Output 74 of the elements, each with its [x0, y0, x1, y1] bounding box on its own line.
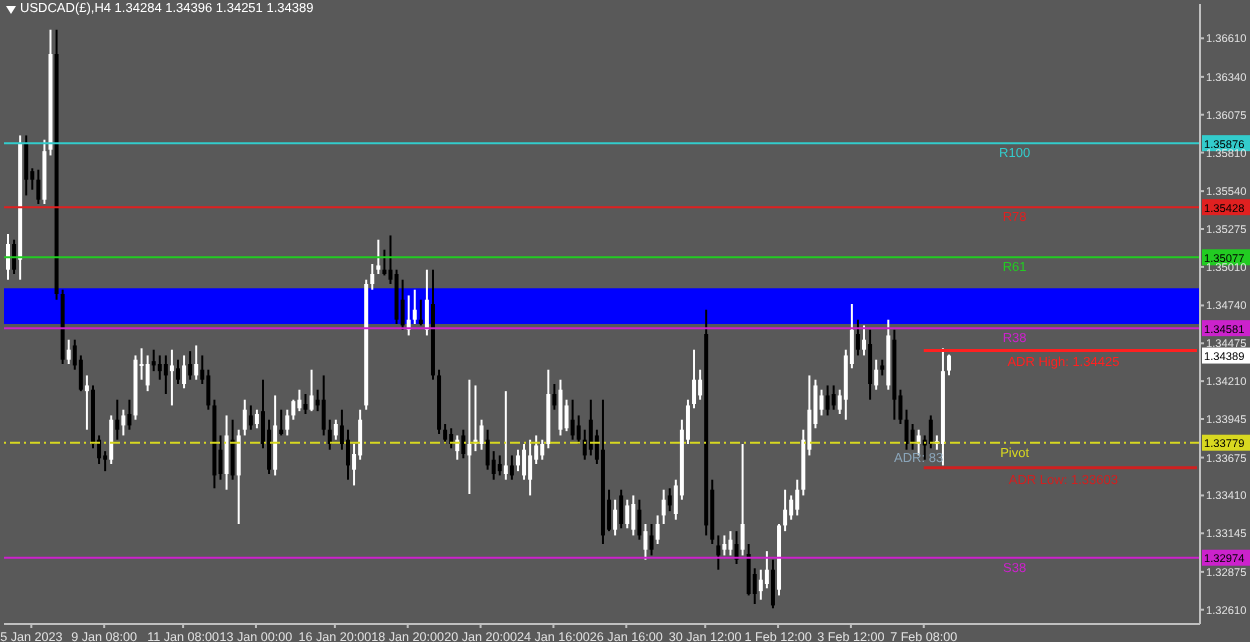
candlestick [868, 328, 873, 401]
candlestick [169, 348, 174, 407]
candlestick [12, 238, 17, 275]
candlestick [655, 514, 660, 545]
candlestick [394, 268, 399, 325]
candlestick [874, 358, 879, 391]
candlestick [855, 318, 860, 357]
candlestick [503, 390, 508, 481]
candlestick [467, 378, 472, 495]
candlestick [728, 530, 733, 557]
candlestick [109, 414, 114, 465]
candlestick [175, 358, 180, 385]
candlestick [698, 368, 703, 401]
candlestick [528, 438, 533, 497]
candlestick [400, 278, 405, 331]
candlestick [36, 168, 41, 205]
candlestick [509, 454, 514, 481]
candlestick [84, 374, 89, 431]
candlestick [182, 354, 187, 390]
candlestick [115, 398, 120, 441]
candlestick [831, 384, 836, 411]
candlestick [151, 348, 156, 373]
candlestick [121, 408, 126, 437]
candlestick [285, 408, 290, 437]
candlestick [552, 383, 557, 411]
candlestick [746, 543, 751, 597]
candlestick [297, 388, 302, 413]
candlestick [570, 398, 575, 441]
candlestick [479, 418, 484, 451]
candlestick [194, 344, 199, 381]
candlestick [303, 393, 308, 415]
candlestick [740, 443, 745, 557]
candlestick [515, 448, 520, 473]
candlestick [224, 414, 229, 491]
candlestick [309, 368, 314, 413]
candlestick [649, 523, 654, 557]
candlestick [461, 428, 466, 460]
candlestick [188, 350, 193, 381]
candlestick [273, 394, 278, 477]
candlestick [722, 534, 727, 557]
candlestick [163, 354, 168, 395]
candlestick [382, 248, 387, 277]
candlestick [631, 494, 636, 537]
candlestick [637, 498, 642, 541]
candlestick [667, 487, 672, 513]
candlestick [254, 408, 259, 430]
candlestick [418, 298, 423, 327]
candlestick [497, 454, 502, 477]
candlestick [145, 354, 150, 393]
candlestick [625, 498, 630, 530]
candlestick [819, 388, 824, 417]
candlestick [236, 428, 241, 525]
candlestick [424, 268, 429, 337]
candlestick [279, 408, 284, 437]
candlestick [24, 134, 29, 197]
candlestick [333, 418, 338, 441]
candlestick [862, 324, 867, 357]
candlestick [588, 398, 593, 457]
candlestick [619, 488, 624, 530]
candlestick [613, 498, 618, 537]
candlestick [825, 384, 830, 417]
candlestick [242, 398, 247, 437]
candlestick [564, 398, 569, 433]
candlestick [661, 488, 666, 525]
candlestick [66, 338, 71, 365]
candlestick [127, 398, 132, 431]
candlestick [643, 523, 648, 561]
candlestick [248, 404, 253, 431]
candlestick [157, 354, 162, 381]
candlestick [904, 408, 909, 451]
candlestick [558, 378, 563, 437]
candlestick [770, 558, 775, 610]
candlestick [6, 233, 10, 281]
candlestick [230, 418, 235, 481]
